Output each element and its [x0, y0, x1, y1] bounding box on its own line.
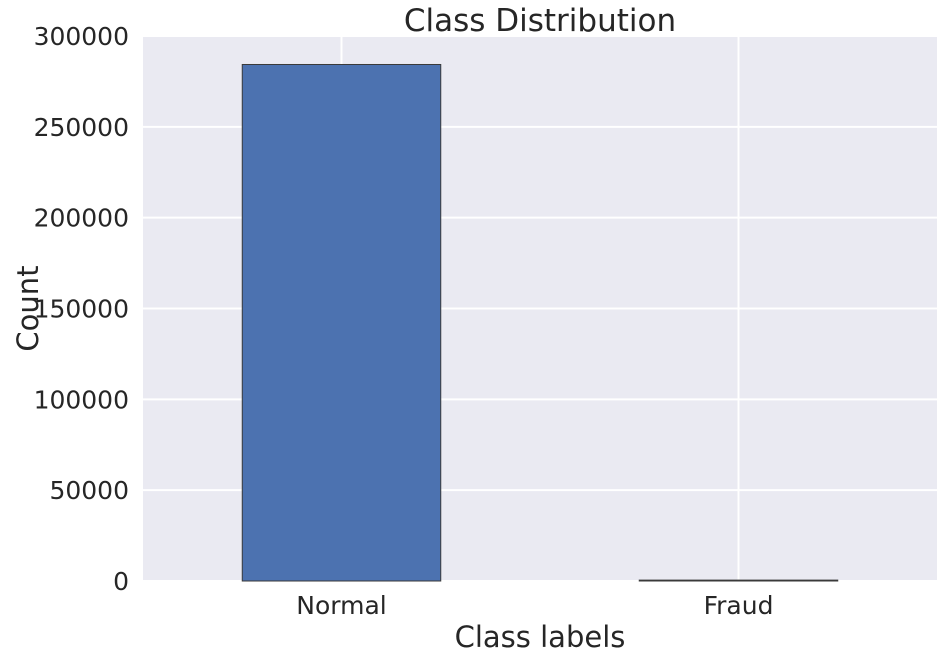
y-tick-label: 0 — [113, 567, 129, 596]
y-axis-ticks: 0 50000 100000 150000 200000 250000 300000 — [34, 22, 129, 596]
y-tick-label: 300000 — [34, 22, 129, 51]
y-tick-label: 150000 — [34, 295, 129, 324]
x-axis-label: Class labels — [455, 620, 626, 654]
bar-fraud — [638, 579, 839, 582]
bar-normal — [241, 63, 442, 582]
y-tick-label: 200000 — [34, 204, 129, 233]
chart-title: Class Distribution — [404, 3, 676, 39]
x-axis-ticks: Normal Fraud — [296, 591, 773, 620]
y-tick-label: 50000 — [49, 476, 129, 505]
y-tick-label: 100000 — [34, 385, 129, 414]
x-tick-label: Fraud — [704, 591, 774, 620]
y-tick-label: 250000 — [34, 113, 129, 142]
y-axis-label: Count — [11, 265, 45, 351]
x-tick-label: Normal — [296, 591, 386, 620]
bars — [241, 63, 839, 582]
